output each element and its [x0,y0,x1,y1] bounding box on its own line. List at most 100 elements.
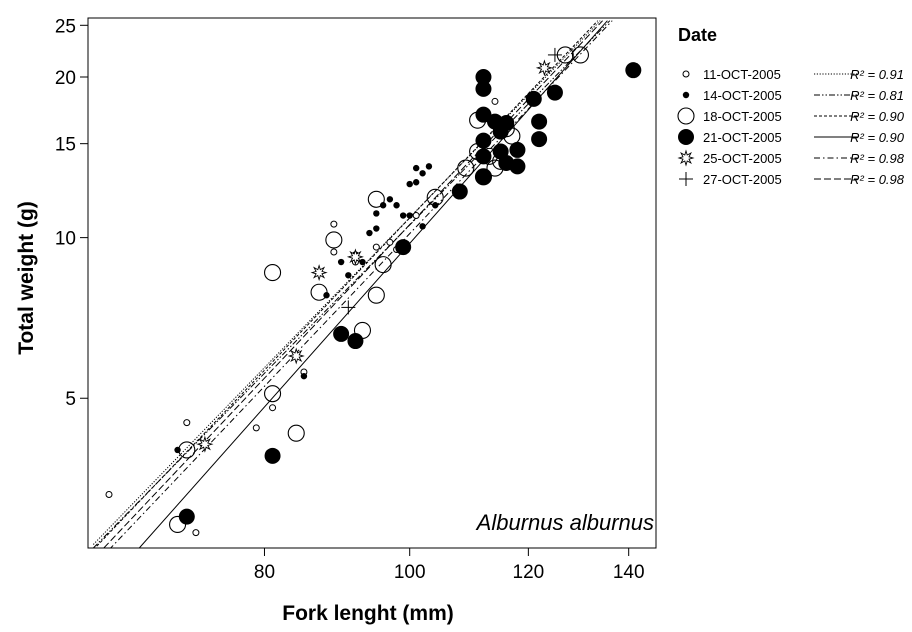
y-tick-label: 10 [55,229,76,250]
series-27-oct-2005 [341,47,562,315]
data-point [337,258,345,266]
series-21-oct-2005 [178,62,642,525]
data-point [367,190,385,208]
data-point [393,202,400,209]
legend-item: 18-OCT-2005 R² = 0.90 [677,107,905,125]
data-point [425,163,433,170]
legend-item: 21-OCT-2005 R² = 0.90 [678,129,905,145]
data-point [475,69,492,86]
data-point [395,239,412,256]
data-point [192,529,200,537]
legend-r2: R² = 0.98 [850,172,905,187]
legend: 11-OCT-2005 R² = 0.91 14-OCT-2005 R² = 0.81… [677,67,905,187]
fit-lines [92,20,613,548]
data-point [406,180,413,188]
legend-r2: R² = 0.90 [850,130,905,145]
legend-marker [677,107,695,125]
y-axis-label: Total weight (g) [15,201,38,355]
data-point [373,210,380,217]
data-point [374,256,392,274]
legend-label: 14-OCT-2005 [703,88,782,103]
data-point [183,419,191,427]
data-point [571,46,590,64]
data-point [341,300,356,315]
data-point [412,164,420,172]
fit-line-11-oct-2005 [92,20,601,545]
data-point [457,159,475,177]
data-point [531,113,548,130]
series-11-oct-2005 [105,97,499,537]
data-point [475,148,492,165]
data-point [451,183,468,200]
x-axis-label: Fork lenght (mm) [282,602,454,625]
data-point [333,325,350,342]
data-point [359,258,366,266]
legend-item: 25-OCT-2005 R² = 0.98 [677,149,905,167]
data-point [372,243,380,251]
data-point [379,202,387,209]
legend-r2: R² = 0.81 [850,88,904,103]
fit-line-27-oct-2005 [103,20,603,548]
data-point [347,333,364,350]
y-tick-label: 20 [55,68,76,89]
y-tick-label: 25 [55,16,76,37]
data-point [386,238,394,246]
data-point [366,229,373,237]
x-tick-label: 80 [254,562,275,583]
fit-line-14-oct-2005 [92,20,611,548]
legend-item: 11-OCT-2005 R² = 0.91 [682,67,904,82]
data-point [498,114,515,131]
x-axis: 80 100 120 140 [254,548,645,583]
series-25-oct-2005 [196,59,553,453]
x-tick-label: 100 [394,562,426,583]
data-point [346,248,364,266]
data-point [178,441,196,459]
data-point [287,347,305,365]
data-point [330,248,338,256]
plot-area [87,17,657,549]
data-point [178,508,195,525]
y-axis: 5 10 15 20 25 [55,16,88,410]
plot-frame [87,17,657,549]
data-point [509,141,526,158]
data-point [325,231,343,249]
data-point [531,131,548,148]
data-point [287,424,305,442]
legend-label: 25-OCT-2005 [703,151,782,166]
data-point [252,424,260,432]
data-point [547,47,562,62]
series-14-oct-2005 [174,163,439,454]
data-point [412,179,420,186]
data-point [264,264,282,282]
data-point [546,84,563,101]
legend-label: 21-OCT-2005 [703,130,782,145]
data-point [264,447,281,464]
fit-line-18-oct-2005 [94,20,599,548]
legend-r2: R² = 0.98 [850,151,905,166]
legend-marker [682,91,690,99]
data-point [535,59,553,77]
x-tick-label: 120 [513,562,545,583]
data-point [300,372,308,380]
data-point [196,435,214,453]
species-annotation: Alburnus alburnus [475,510,654,535]
data-point [386,196,394,203]
data-point [475,132,492,149]
data-point [345,272,352,279]
data-point [310,264,328,282]
data-point [525,90,542,107]
data-point [264,385,282,403]
data-point [475,106,492,123]
legend-item: 14-OCT-2005 R² = 0.81 [682,88,904,103]
data-point [509,158,526,175]
data-point [367,286,385,304]
fit-line-25-oct-2005 [109,20,613,548]
legend-marker [682,70,690,78]
data-point [419,170,426,177]
data-point [174,446,181,454]
series-18-oct-2005 [169,46,590,534]
data-point [412,212,420,220]
data-point [475,168,492,185]
fit-line-21-oct-2005 [138,20,608,548]
